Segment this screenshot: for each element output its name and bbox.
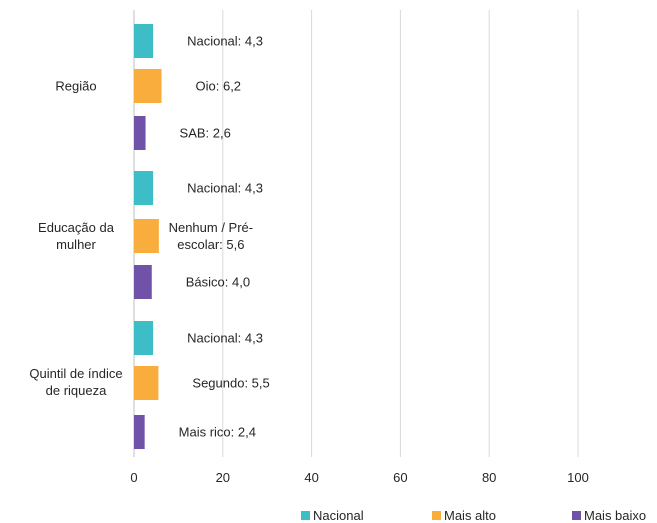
bar (134, 366, 159, 400)
data-label: Oio: 6,2 (196, 79, 242, 94)
data-label: Segundo: 5,5 (192, 376, 269, 391)
legend-swatch (572, 511, 581, 520)
legend-label: Mais alto (444, 508, 496, 523)
x-tick-label: 20 (216, 470, 230, 485)
data-label: Nacional: 4,3 (187, 331, 263, 346)
category-label: Quintil de índice de riqueza (29, 366, 122, 398)
x-tick-label: 100 (567, 470, 589, 485)
data-label: Básico: 4,0 (186, 275, 250, 290)
bar (134, 265, 152, 299)
legend-swatch (432, 511, 441, 520)
x-tick-label: 80 (482, 470, 496, 485)
bar (134, 116, 146, 150)
data-label: Nacional: 4,3 (187, 34, 263, 49)
bar (134, 24, 154, 58)
category-label: Educação da mulher (38, 220, 115, 252)
data-label: Mais rico: 2,4 (179, 425, 256, 440)
data-label: Nacional: 4,3 (187, 181, 263, 196)
bar (134, 69, 162, 103)
data-label: SAB: 2,6 (180, 126, 231, 141)
legend-swatch (301, 511, 310, 520)
bar (134, 321, 154, 355)
x-tick-label: 0 (130, 470, 137, 485)
category-label: Região (55, 79, 96, 94)
bar (134, 219, 159, 253)
data-label: Nenhum / Pré-escolar: 5,6 (169, 220, 254, 252)
legend-label: Mais baixo (584, 508, 646, 523)
x-tick-label: 40 (304, 470, 318, 485)
legend-label: Nacional (313, 508, 364, 523)
x-tick-label: 60 (393, 470, 407, 485)
bar (134, 171, 154, 205)
bar (134, 415, 145, 449)
